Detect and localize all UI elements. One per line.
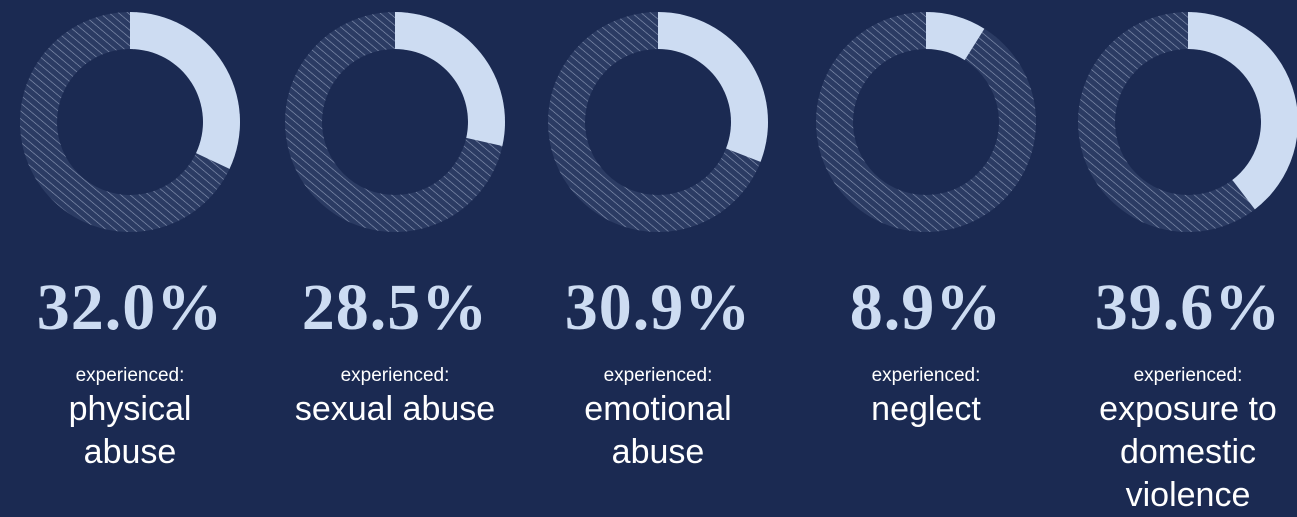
stat-column: 39.6% experienced: exposure to domestic vi… — [1073, 270, 1297, 517]
subtitle: experienced: — [871, 365, 981, 386]
category-label: emotional abuse — [584, 390, 732, 471]
percent-label: 30.9% — [564, 271, 752, 344]
category-label: sexual abuse — [294, 390, 496, 428]
donut-track — [816, 12, 1036, 232]
percent-label: 28.5% — [301, 271, 489, 344]
donut-segment — [658, 12, 768, 162]
category-label: exposure to domestic violence — [1099, 390, 1277, 514]
percent-label: 32.0% — [36, 271, 224, 344]
subtitle: experienced: — [340, 365, 450, 386]
stat-column: 32.0% experienced: physical abuse — [15, 270, 245, 474]
subtitle: experienced: — [603, 365, 713, 386]
stat-column: 8.9% experienced: neglect — [811, 270, 1041, 431]
percent-label: 39.6% — [1094, 271, 1282, 344]
stat-column: 28.5% experienced: sexual abuse — [280, 270, 510, 431]
donut-segment — [395, 12, 505, 146]
category-label: physical abuse — [68, 390, 192, 471]
category-label: neglect — [871, 390, 981, 428]
stat-column: 30.9% experienced: emotional abuse — [543, 270, 773, 474]
subtitle: experienced: — [75, 365, 185, 386]
donut-segment — [926, 12, 985, 61]
subtitle: experienced: — [1133, 365, 1243, 386]
donut-row — [19, 11, 1297, 233]
percent-label: 8.9% — [849, 271, 1003, 344]
donut-segment — [1188, 12, 1297, 210]
donut-segment — [130, 12, 240, 169]
